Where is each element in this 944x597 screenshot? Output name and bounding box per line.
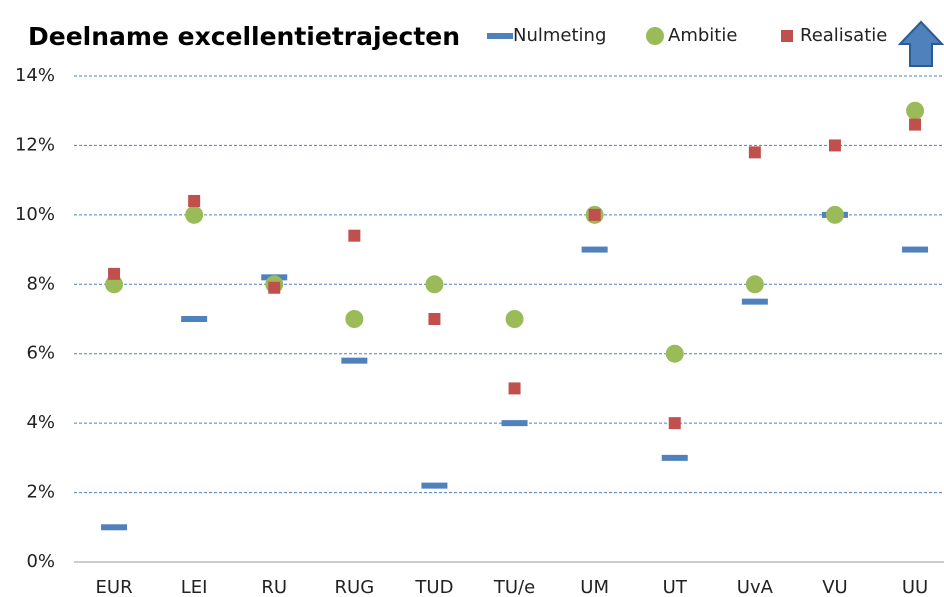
- point: [581, 246, 608, 253]
- point: [345, 310, 364, 328]
- legend-label: Ambitie: [668, 25, 737, 46]
- y-tick-label: 14%: [15, 65, 55, 86]
- legend-label: Nulmeting: [513, 25, 606, 46]
- point: [745, 275, 764, 294]
- y-tick-label: 4%: [26, 412, 55, 433]
- point: [665, 344, 684, 363]
- x-tick-label: RUG: [335, 577, 375, 597]
- x-tick-label: LEI: [181, 577, 208, 597]
- x-tick-label: EUR: [96, 577, 133, 597]
- legend-marker: [646, 27, 664, 45]
- y-tick-label: 12%: [15, 134, 55, 155]
- point: [906, 101, 925, 120]
- point: [188, 194, 201, 207]
- point: [902, 246, 929, 253]
- x-tick-label: UU: [902, 577, 928, 597]
- x-tick-label: TUD: [414, 577, 453, 597]
- legend-marker: [781, 30, 793, 42]
- point: [185, 205, 204, 224]
- point: [348, 229, 361, 242]
- point: [508, 382, 521, 395]
- y-tick-label: 10%: [15, 204, 55, 225]
- point: [825, 205, 844, 224]
- y-tick-label: 2%: [26, 482, 55, 503]
- point: [501, 420, 528, 427]
- x-tick-label: UvA: [737, 577, 774, 597]
- point: [748, 146, 761, 159]
- up-arrow-icon: [897, 20, 944, 67]
- point: [425, 275, 444, 294]
- point: [741, 298, 768, 305]
- legend-marker: [487, 33, 513, 39]
- point: [341, 357, 368, 364]
- point: [108, 267, 121, 280]
- point: [909, 118, 922, 131]
- y-tick-label: 0%: [26, 551, 55, 572]
- point: [101, 524, 128, 531]
- point: [588, 208, 601, 221]
- x-tick-label: RU: [261, 577, 287, 597]
- point: [828, 139, 841, 152]
- x-tick-label: UM: [580, 577, 609, 597]
- point: [668, 417, 681, 430]
- point: [428, 313, 441, 325]
- y-tick-label: 6%: [26, 343, 55, 364]
- legend-label: Realisatie: [800, 25, 887, 46]
- x-tick-label: VU: [822, 577, 848, 597]
- x-tick-label: TU/e: [493, 577, 535, 597]
- point: [268, 281, 281, 294]
- point: [421, 482, 448, 489]
- y-tick-label: 8%: [26, 273, 55, 294]
- point: [181, 316, 208, 322]
- point: [661, 454, 688, 461]
- point: [505, 310, 524, 328]
- chart-title: Deelname excellentietrajecten: [28, 22, 460, 51]
- x-tick-label: UT: [663, 577, 688, 597]
